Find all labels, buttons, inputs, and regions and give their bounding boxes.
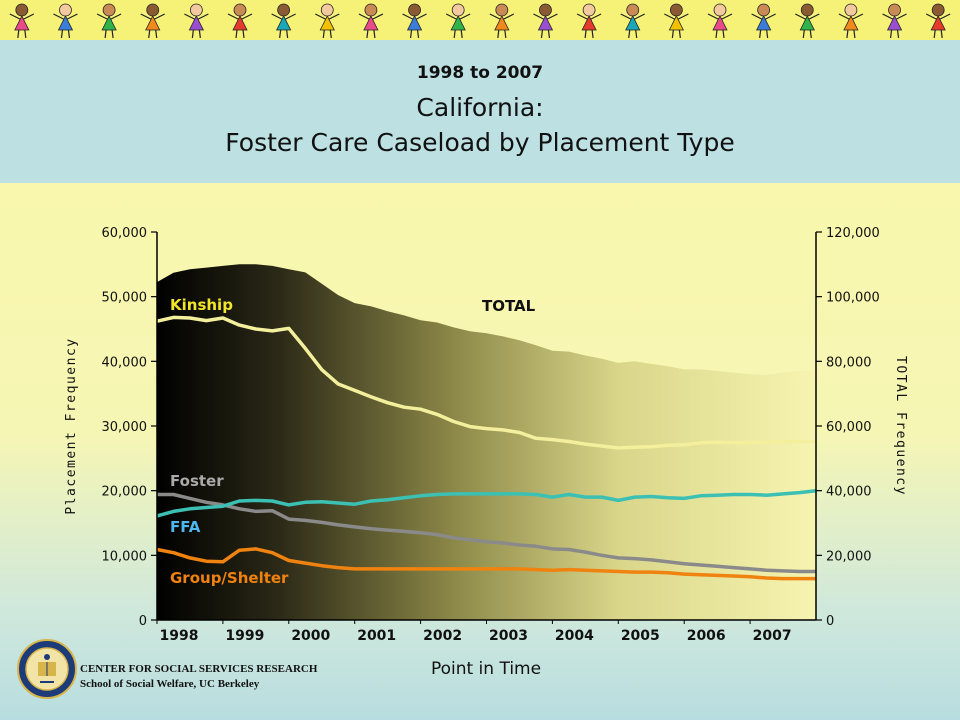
child-figure xyxy=(315,3,340,39)
child-figure xyxy=(227,3,253,39)
child-figure xyxy=(620,3,645,39)
right-tick-label: 0 xyxy=(826,614,834,629)
title-line-2: Foster Care Caseload by Placement Type xyxy=(225,128,735,157)
child-figure xyxy=(9,3,35,39)
uc-seal-logo xyxy=(16,638,78,704)
right-tick-label: 80,000 xyxy=(826,355,872,370)
child-figure xyxy=(140,3,165,39)
title-band xyxy=(0,40,960,183)
child-figure xyxy=(445,3,471,39)
left-tick-label: 0 xyxy=(139,614,147,629)
x-tick-label: 2004 xyxy=(555,628,594,644)
kids-banner xyxy=(0,0,960,40)
child-figure xyxy=(838,3,864,39)
left-axis-title: Placement Frequency xyxy=(64,337,79,514)
right-tick-label: 100,000 xyxy=(826,291,880,306)
right-tick-label: 40,000 xyxy=(826,485,872,500)
child-figure xyxy=(184,3,209,39)
child-figure xyxy=(358,3,384,39)
ffa-line xyxy=(156,488,817,518)
child-figure xyxy=(751,3,776,39)
right-tick-label: 60,000 xyxy=(826,420,872,435)
child-figure xyxy=(53,3,78,39)
x-tick-label: 2002 xyxy=(423,628,462,644)
title-line-1: California: xyxy=(416,93,544,122)
total-area xyxy=(157,264,816,620)
left-tick-label: 20,000 xyxy=(102,485,148,500)
x-tick-label: 2006 xyxy=(687,628,726,644)
left-tick-label: 10,000 xyxy=(102,549,148,564)
child-figure xyxy=(402,3,427,39)
group-shelter-label: Group/Shelter xyxy=(170,569,289,587)
left-tick-label: 60,000 xyxy=(102,226,148,241)
title-years: 1998 to 2007 xyxy=(416,63,544,83)
x-tick-label: 2005 xyxy=(621,628,660,644)
child-figure xyxy=(271,3,296,39)
org-name: CENTER FOR SOCIAL SERVICES RESEARCH xyxy=(80,663,318,675)
child-figure xyxy=(795,3,820,39)
child-figure xyxy=(96,3,122,39)
left-tick-label: 40,000 xyxy=(102,355,148,370)
total-area-layer xyxy=(157,264,816,620)
ffa-label: FFA xyxy=(170,518,201,536)
foster-line xyxy=(157,492,816,574)
child-figure xyxy=(489,3,515,39)
kinship-label: Kinship xyxy=(170,296,233,314)
child-figure xyxy=(576,3,602,39)
x-tick-label: 2001 xyxy=(357,628,396,644)
right-axis-title: TOTAL Frequency xyxy=(893,356,908,496)
x-tick-label: 2003 xyxy=(489,628,528,644)
children-figures-decoration xyxy=(9,3,951,39)
right-tick-label: 120,000 xyxy=(826,226,880,241)
child-figure xyxy=(707,3,733,39)
child-figure xyxy=(925,3,951,39)
x-tick-label: 1999 xyxy=(225,628,264,644)
series-lines-layer xyxy=(156,315,817,581)
child-figure xyxy=(882,3,907,39)
org-school: School of Social Welfare, UC Berkeley xyxy=(80,678,260,690)
page-title: California: Foster Care Caseload by Plac… xyxy=(0,90,960,160)
x-tick-label: 2007 xyxy=(753,628,792,644)
foster-label: Foster xyxy=(170,472,224,490)
footer-organization: CENTER FOR SOCIAL SERVICES RESEARCH Scho… xyxy=(80,662,317,692)
child-figure xyxy=(664,3,689,39)
left-tick-label: 50,000 xyxy=(102,291,148,306)
kinship-line xyxy=(156,315,816,450)
group-shelter-line xyxy=(156,547,816,581)
total-label: TOTAL xyxy=(482,297,536,315)
right-tick-label: 20,000 xyxy=(826,549,872,564)
x-tick-label: 2000 xyxy=(291,628,330,644)
x-axis-title: Point in Time xyxy=(431,659,541,679)
left-tick-label: 30,000 xyxy=(102,420,148,435)
child-figure xyxy=(533,3,558,39)
ticks-layer: 0 10,000 20,000 30,000 40,000 50,000 60,000 0 20… xyxy=(102,226,880,644)
x-tick-label: 1998 xyxy=(160,628,199,644)
